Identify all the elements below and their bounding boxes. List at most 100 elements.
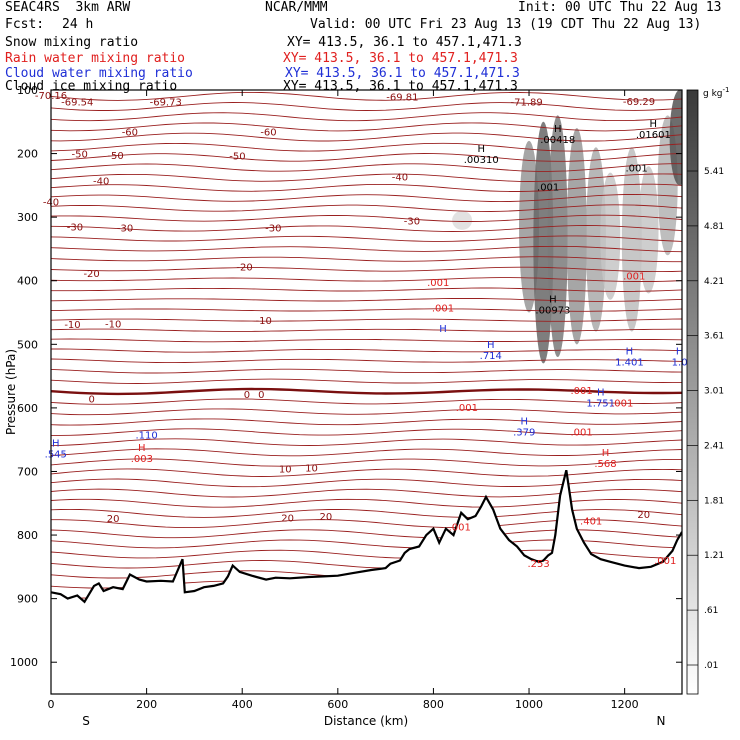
maximum-labels: H.00310H.00418H.01601.001.001H.00973.001…: [45, 119, 688, 570]
y-tick-label: 600: [17, 402, 38, 415]
temperature-label: -50: [107, 151, 123, 162]
temperature-label: 20: [320, 512, 333, 523]
valid-time: Valid: 00 UTC Fri 23 Aug 13 (19 CDT Thu …: [310, 17, 702, 32]
temperature-label: 20: [637, 510, 650, 521]
isotherm-31: [51, 408, 682, 416]
maximum-marker: H: [439, 324, 447, 335]
field-cloudwater-name: Cloud water mixing ratio: [5, 66, 193, 81]
y-tick-label: 100: [17, 84, 38, 97]
temperature-label: -50: [229, 151, 245, 162]
maximum-value: .001: [570, 427, 592, 438]
forecast-label: Fcst:: [5, 17, 45, 32]
y-tick-label: 800: [17, 529, 38, 542]
temperature-label: -60: [122, 127, 138, 138]
temperature-label: -30: [404, 216, 420, 227]
temperature-label: -69.29: [623, 97, 655, 108]
direction-south: S: [82, 714, 90, 728]
isotherm-5: [51, 142, 682, 152]
isotherm-28: [51, 378, 682, 384]
isotherm-11: [51, 204, 682, 213]
colorbar-labels: 5.41 4.81 4.21 3.61 3.01 2.41 1.81 1.21 .61 .01: [687, 167, 724, 671]
isotherm-1: [51, 102, 682, 111]
temperature-label: -30: [117, 223, 133, 234]
maximum-value: .001: [449, 523, 471, 534]
field-cloudwater-xy: XY= 413.5, 36.1 to 457.1,471.3: [285, 66, 520, 81]
isotherm-41: [51, 508, 682, 518]
isotherm-4: [51, 132, 682, 142]
maximum-marker: H: [487, 340, 495, 351]
isotherm-16: [51, 256, 682, 263]
init-time: Init: 00 UTC Thu 22 Aug 13: [518, 0, 722, 15]
colorbar-unit: g kg-1: [703, 86, 729, 99]
maximum-marker: H: [650, 119, 658, 130]
isotherm-21: [51, 308, 682, 312]
temperature-label: -69.54: [61, 97, 93, 108]
isotherm-42: [51, 519, 682, 529]
maximum-value: 1.0: [672, 357, 688, 368]
isotherm-18: [51, 277, 682, 282]
field-snow-name: Snow mixing ratio: [5, 35, 139, 50]
maximum-value: .001: [537, 183, 559, 194]
isotherm-6: [51, 153, 682, 162]
isotherm-43: [51, 529, 682, 539]
maximum-value: .003: [131, 454, 153, 465]
center-name: NCAR/MMM: [265, 0, 328, 15]
maximum-value: .379: [513, 427, 535, 438]
maximum-value: .253: [527, 559, 549, 570]
snow-column-2: [533, 121, 554, 364]
temperature-label: -69.73: [150, 97, 182, 108]
isotherm-12: [51, 214, 682, 222]
maximum-marker: H: [554, 124, 562, 135]
temperature-label: 10: [279, 464, 292, 475]
maximum-value: .001: [623, 272, 645, 283]
temperature-label: -30: [67, 223, 83, 234]
isotherm-17: [51, 266, 682, 273]
temperature-contours: [51, 91, 682, 600]
maximum-value: .01601: [636, 130, 671, 141]
isotherm-33: [51, 428, 682, 436]
maximum-marker: H: [138, 443, 146, 454]
maximum-value: .001: [611, 399, 633, 410]
isotherm-25: [51, 348, 682, 353]
isotherm-19: [51, 287, 682, 292]
terrain-mask: [51, 470, 682, 694]
y-tick-label: 300: [17, 211, 38, 224]
colorbar-gradient: [686, 89, 699, 695]
isotherm-8: [51, 173, 682, 182]
isotherm-37: [51, 468, 682, 477]
isotherm-35: [51, 448, 682, 457]
isotherm-3: [51, 122, 682, 132]
x-tick-label: 200: [136, 698, 157, 711]
maximum-value: .545: [45, 450, 67, 461]
isotherm-39: [51, 488, 682, 498]
y-tick-label: 900: [17, 593, 38, 606]
colorbar-label: 3.01: [704, 387, 724, 397]
colorbar-label: 1.81: [704, 496, 724, 506]
direction-north: N: [657, 714, 666, 728]
isotherm-36: [51, 458, 682, 467]
zero-isotherm: [51, 387, 682, 396]
x-axis-ticks: 0 200 400 600 800 1000 1200: [48, 90, 639, 711]
isotherm-23: [51, 328, 682, 332]
colorbar: 5.41 4.81 4.21 3.61 3.01 2.41 1.81 1.21 .61 .01 g…: [686, 86, 729, 695]
temperature-label: 0: [244, 390, 250, 401]
temperature-label: -69.81: [386, 92, 418, 103]
snow-column-10: [669, 90, 682, 186]
isotherm-22: [51, 318, 682, 322]
isotherm-15: [51, 245, 682, 253]
temperature-label: 0: [88, 394, 94, 405]
isotherm-14: [51, 235, 682, 242]
colorbar-label: .61: [704, 606, 718, 616]
x-tick-label: 0: [48, 698, 55, 711]
isotherm-2: [51, 112, 682, 122]
snow-column-5: [585, 147, 606, 332]
maximum-value: .00973: [535, 305, 570, 316]
terrain-line: [51, 469, 682, 604]
isotherm-30: [51, 398, 682, 405]
maximum-value: .001: [625, 163, 647, 174]
snow-column-0: [452, 210, 473, 230]
temperature-label: -71.89: [511, 97, 543, 108]
maximum-value: .001: [456, 403, 478, 414]
